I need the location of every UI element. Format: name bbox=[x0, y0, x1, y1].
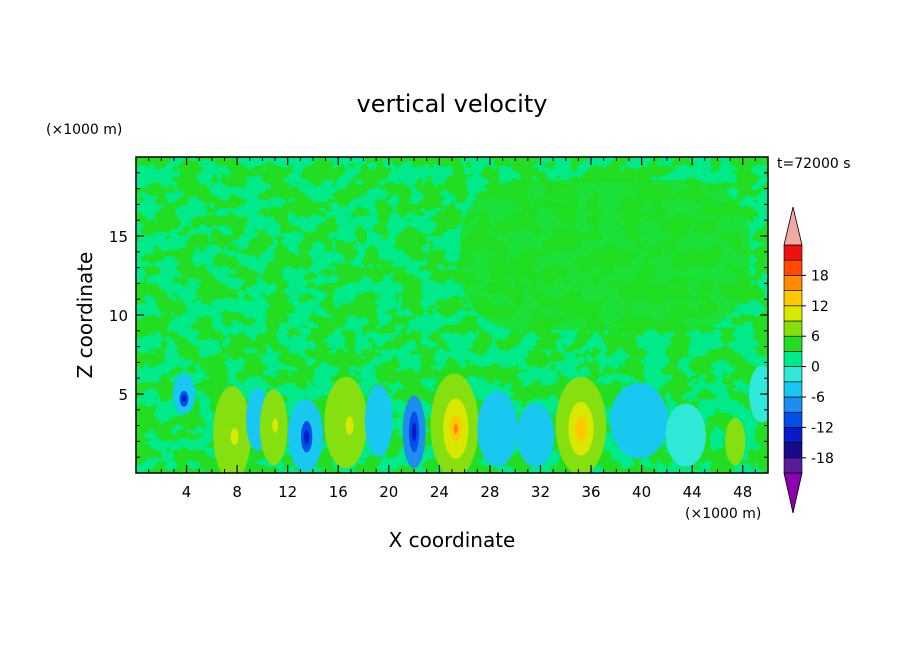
y-unit-label: (×1000 m) bbox=[46, 122, 122, 138]
x-axis: 4 8 12 16 20 24 28 32 36 40 44 48 bbox=[148, 157, 756, 501]
x-tick-label: 20 bbox=[379, 483, 398, 501]
colorbar: 18 12 6 0 -6 -12 -18 bbox=[783, 206, 834, 514]
plot-area bbox=[136, 157, 768, 473]
chart-title: vertical velocity bbox=[357, 90, 548, 118]
contour-cells bbox=[159, 360, 768, 473]
contour-cell-core bbox=[272, 418, 278, 433]
contour-cell bbox=[749, 365, 768, 423]
x-tick-label: 4 bbox=[182, 483, 192, 501]
colorbar-bin bbox=[783, 381, 803, 398]
contour-cell-core bbox=[453, 423, 459, 434]
colorbar-bin bbox=[783, 396, 803, 413]
x-tick-label: 36 bbox=[581, 483, 600, 501]
colorbar-tick-label: 6 bbox=[811, 329, 820, 345]
contour-cell-core bbox=[230, 428, 239, 446]
contour-cell bbox=[610, 382, 669, 459]
x-tick-label: 16 bbox=[329, 483, 348, 501]
contour-cell-core bbox=[304, 429, 310, 444]
contour-cell bbox=[725, 417, 746, 466]
contour-cell bbox=[210, 360, 229, 393]
x-tick-label: 8 bbox=[232, 483, 242, 501]
colorbar-bin bbox=[783, 427, 803, 443]
colorbar-extend-low bbox=[783, 472, 803, 514]
colorbar-tick-label: 12 bbox=[811, 299, 829, 315]
colorbar-bin bbox=[783, 351, 803, 367]
x-tick-label: 32 bbox=[531, 483, 550, 501]
x-tick-label: 40 bbox=[632, 483, 651, 501]
colorbar-bin bbox=[783, 305, 803, 322]
time-label: t=72000 s bbox=[777, 156, 851, 172]
x-tick-label: 44 bbox=[683, 483, 702, 501]
colorbar-extend-high bbox=[783, 206, 803, 246]
contour-cell-core bbox=[182, 395, 187, 403]
y-tick-label: 5 bbox=[118, 386, 128, 404]
colorbar-tick-label: -6 bbox=[811, 390, 825, 406]
contour-cell bbox=[665, 403, 707, 467]
colorbar-bin bbox=[783, 244, 803, 261]
upper-updraft-region bbox=[460, 180, 750, 330]
colorbar-bin bbox=[783, 457, 803, 474]
contour-cell-core bbox=[345, 416, 354, 435]
colorbar-bin bbox=[783, 320, 803, 337]
colorbar-bin bbox=[783, 411, 803, 428]
y-axis-label: Z coordinate bbox=[73, 252, 97, 379]
colorbar-tick-label: 0 bbox=[811, 360, 820, 376]
x-tick-label: 24 bbox=[430, 483, 449, 501]
colorbar-bin bbox=[783, 290, 803, 307]
colorbar-tick-label: -12 bbox=[811, 420, 834, 436]
contour-cell bbox=[516, 403, 555, 467]
contour-cell bbox=[159, 373, 171, 402]
contour-cell-core bbox=[411, 422, 417, 442]
y-tick-label: 15 bbox=[109, 228, 128, 246]
colorbar-bin bbox=[783, 259, 803, 276]
colorbar-bin bbox=[783, 335, 803, 352]
x-unit-label: (×1000 m) bbox=[685, 506, 761, 522]
colorbar-bin bbox=[783, 275, 803, 291]
colorbar-bin bbox=[783, 366, 803, 383]
x-tick-label: 12 bbox=[278, 483, 297, 501]
contour-cell bbox=[364, 384, 393, 458]
y-tick-label: 10 bbox=[109, 307, 128, 325]
colorbar-tick-label: 18 bbox=[811, 268, 829, 284]
contour-cell bbox=[477, 390, 518, 467]
colorbar-bin bbox=[783, 442, 803, 459]
y-axis: 5 10 15 bbox=[109, 172, 768, 458]
x-tick-label: 48 bbox=[733, 483, 752, 501]
x-tick-label: 28 bbox=[480, 483, 499, 501]
x-axis-label: X coordinate bbox=[389, 528, 516, 552]
colorbar-tick-label: -18 bbox=[811, 451, 834, 467]
contour-cell-core bbox=[575, 416, 587, 441]
